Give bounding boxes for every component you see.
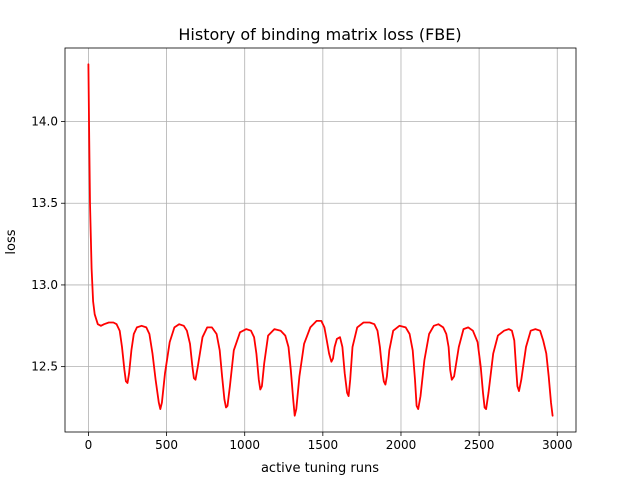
x-tick-label: 2000 <box>386 438 417 452</box>
x-axis-label: active tuning runs <box>261 461 379 476</box>
series-layer <box>87 63 554 417</box>
loss-series-line <box>87 63 554 417</box>
chart-title: History of binding matrix loss (FBE) <box>178 25 461 44</box>
x-tick-label: 3000 <box>542 438 573 452</box>
x-tick-label: 1000 <box>229 438 260 452</box>
y-tick-label: 13.0 <box>31 278 58 292</box>
y-tick-label: 14.0 <box>31 115 58 129</box>
x-tick-label: 500 <box>155 438 178 452</box>
y-axis-label: loss <box>4 229 19 254</box>
plot-frame <box>64 47 577 433</box>
grid <box>65 48 576 432</box>
y-tick-label: 13.5 <box>31 196 58 210</box>
x-tick-label: 1500 <box>308 438 339 452</box>
x-tick-label: 0 <box>85 438 93 452</box>
x-axis-ticks: 0 500 1000 1500 2000 2500 3000 <box>85 432 573 452</box>
y-axis-ticks: 12.5 13.0 13.5 14.0 <box>31 115 65 374</box>
x-tick-label: 2500 <box>464 438 495 452</box>
y-tick-label: 12.5 <box>31 360 58 374</box>
